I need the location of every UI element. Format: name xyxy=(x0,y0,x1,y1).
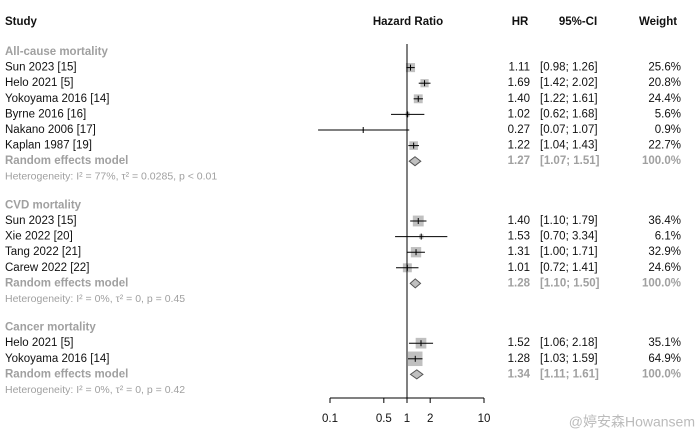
ci-label: [1.10; 1.79] xyxy=(540,215,598,227)
group-title: Cancer mortality xyxy=(5,322,96,334)
header-hr: HR xyxy=(512,16,529,28)
ci-label: [1.00; 1.71] xyxy=(540,246,598,258)
hr-label: 1.02 xyxy=(508,108,530,120)
weight-label: 100.0% xyxy=(642,277,681,289)
hr-label: 1.28 xyxy=(508,353,530,365)
header-plot: Hazard Ratio xyxy=(373,16,443,28)
weight-label: 22.7% xyxy=(648,140,681,152)
study-name: Helo 2021 [5] xyxy=(5,77,73,89)
weight-label: 25.6% xyxy=(648,62,681,74)
weight-label: 35.1% xyxy=(648,337,681,349)
watermark: @婷安森Howansem xyxy=(569,414,695,430)
group-title: CVD mortality xyxy=(5,199,82,211)
weight-label: 64.9% xyxy=(648,353,681,365)
x-tick-label: 10 xyxy=(478,413,491,425)
study-name: Byrne 2016 [16] xyxy=(5,108,86,120)
hr-label: 1.27 xyxy=(508,155,530,167)
ci-label: [1.42; 2.02] xyxy=(540,77,598,89)
summary-diamond xyxy=(408,156,422,167)
hr-label: 1.40 xyxy=(508,215,530,227)
group-title: All-cause mortality xyxy=(5,46,108,58)
ci-label: [1.10; 1.50] xyxy=(540,277,600,289)
study-name: Random effects model xyxy=(5,155,128,167)
ci-label: [0.07; 1.07] xyxy=(540,124,598,136)
study-name: Tang 2022 [21] xyxy=(5,246,81,258)
hr-label: 0.27 xyxy=(508,124,530,136)
x-tick-label: 0.5 xyxy=(376,413,392,425)
ci-label: [1.22; 1.61] xyxy=(540,93,598,105)
ci-label: [0.70; 3.34] xyxy=(540,231,598,243)
header-study: Study xyxy=(5,16,38,28)
x-tick-label: 1 xyxy=(404,413,410,425)
study-name: Sun 2023 [15] xyxy=(5,62,77,74)
hr-label: 1.01 xyxy=(508,262,530,274)
study-name: Helo 2021 [5] xyxy=(5,337,73,349)
study-name: Carew 2022 [22] xyxy=(5,262,89,274)
ci-label: [1.06; 2.18] xyxy=(540,337,598,349)
weight-label: 24.6% xyxy=(648,262,681,274)
summary-diamond xyxy=(409,278,422,289)
study-name: Sun 2023 [15] xyxy=(5,215,77,227)
ci-label: [0.62; 1.68] xyxy=(540,108,598,120)
weight-label: 100.0% xyxy=(642,368,681,380)
study-name: Nakano 2006 [17] xyxy=(5,124,96,136)
ci-label: [1.03; 1.59] xyxy=(540,353,598,365)
ci-label: [1.04; 1.43] xyxy=(540,140,598,152)
summary-diamond xyxy=(409,369,424,380)
hr-label: 1.52 xyxy=(508,337,530,349)
weight-label: 6.1% xyxy=(655,231,681,243)
header-weight: Weight xyxy=(639,16,677,28)
weight-label: 20.8% xyxy=(648,77,681,89)
hr-label: 1.34 xyxy=(508,368,531,380)
hr-label: 1.28 xyxy=(508,277,531,289)
hr-label: 1.31 xyxy=(508,246,530,258)
study-name: Random effects model xyxy=(5,277,128,289)
weight-label: 5.6% xyxy=(655,108,681,120)
ci-label: [0.98; 1.26] xyxy=(540,62,598,74)
ci-label: [1.11; 1.61] xyxy=(540,368,599,380)
x-tick-label: 2 xyxy=(427,413,433,425)
weight-label: 36.4% xyxy=(648,215,681,227)
study-name: Xie 2022 [20] xyxy=(5,231,73,243)
weight-label: 24.4% xyxy=(648,93,681,105)
study-name: Kaplan 1987 [19] xyxy=(5,140,92,152)
study-name: Yokoyama 2016 [14] xyxy=(5,353,109,365)
hr-label: 1.22 xyxy=(508,140,530,152)
hr-label: 1.40 xyxy=(508,93,530,105)
ci-label: [1.07; 1.51] xyxy=(540,155,600,167)
study-name: Random effects model xyxy=(5,368,128,380)
hr-label: 1.11 xyxy=(508,62,530,74)
weight-label: 100.0% xyxy=(642,155,681,167)
weight-label: 32.9% xyxy=(648,246,681,258)
hr-label: 1.53 xyxy=(508,231,530,243)
weight-label: 0.9% xyxy=(655,124,681,136)
hr-label: 1.69 xyxy=(508,77,530,89)
ci-label: [0.72; 1.41] xyxy=(540,262,598,274)
header-ci: 95%-CI xyxy=(559,16,597,28)
study-name: Yokoyama 2016 [14] xyxy=(5,93,109,105)
x-tick-label: 0.1 xyxy=(322,413,338,425)
heterogeneity: Heterogeneity: I² = 0%, τ² = 0, p = 0.42 xyxy=(5,384,185,396)
heterogeneity: Heterogeneity: I² = 77%, τ² = 0.0285, p … xyxy=(5,171,217,183)
heterogeneity: Heterogeneity: I² = 0%, τ² = 0, p = 0.45 xyxy=(5,293,185,305)
